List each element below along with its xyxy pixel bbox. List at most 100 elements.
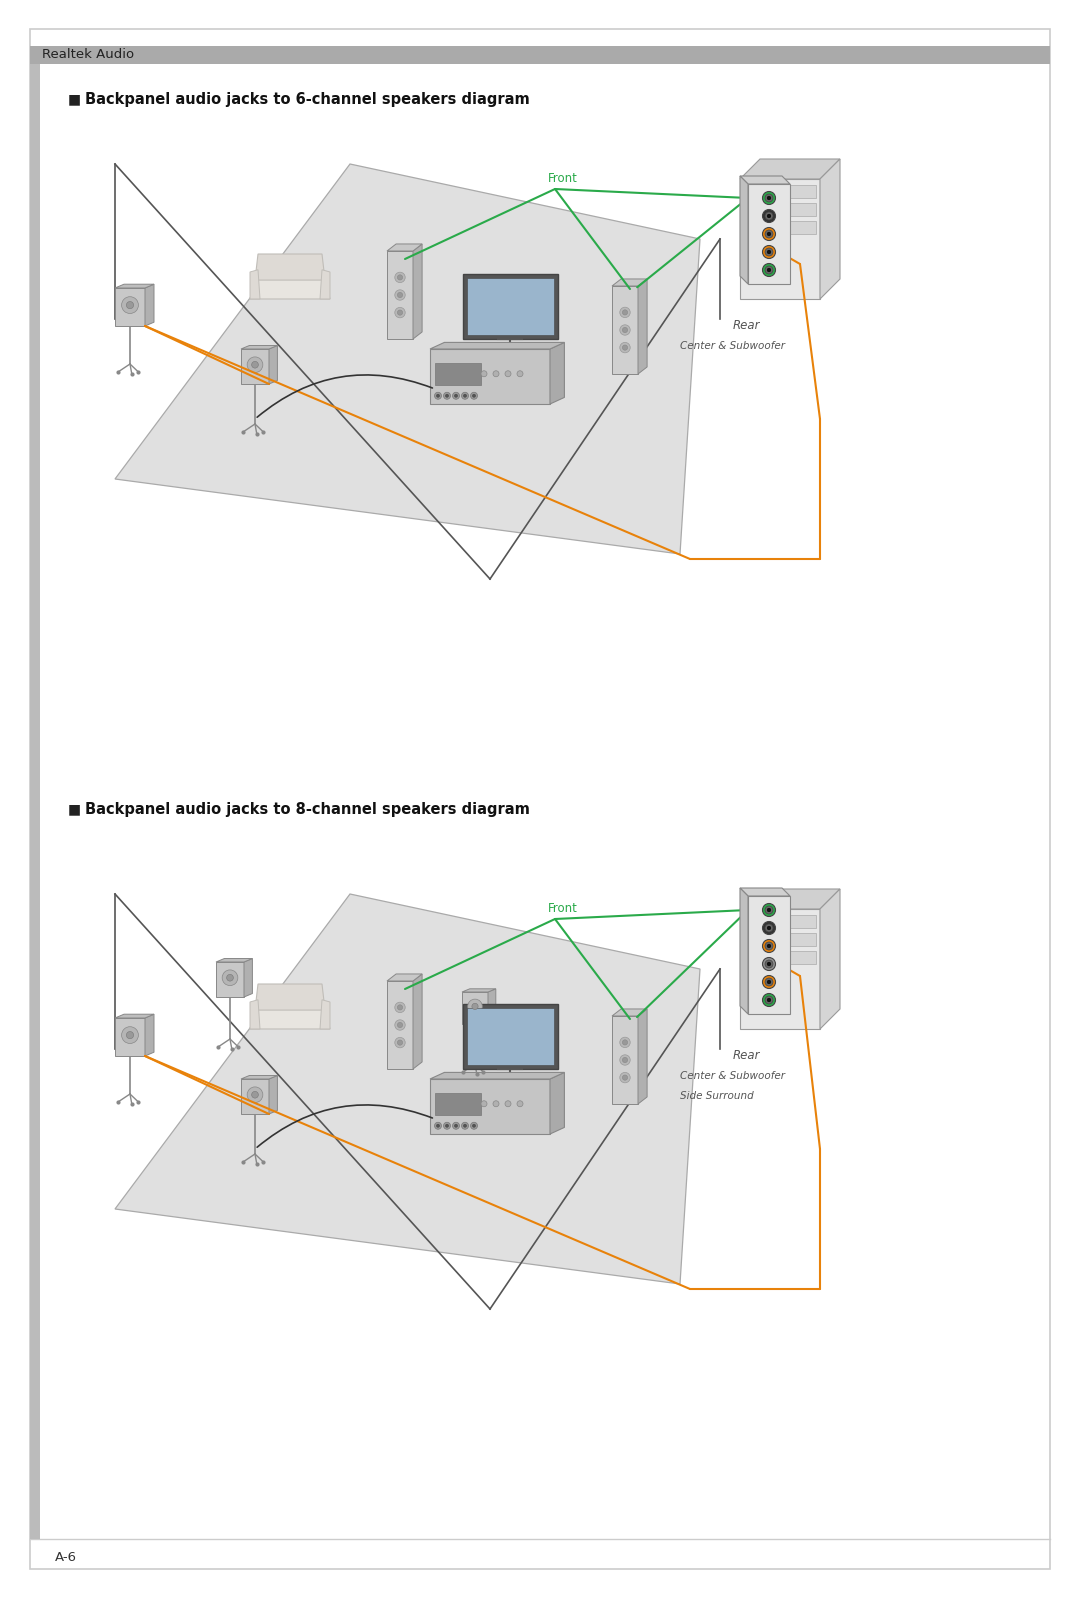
- Circle shape: [765, 194, 773, 202]
- Circle shape: [517, 371, 523, 377]
- Circle shape: [765, 978, 773, 986]
- Polygon shape: [740, 159, 840, 180]
- Circle shape: [622, 1075, 627, 1080]
- Polygon shape: [114, 894, 700, 1284]
- Polygon shape: [462, 1004, 557, 1069]
- FancyBboxPatch shape: [744, 915, 815, 928]
- Polygon shape: [740, 889, 840, 908]
- Polygon shape: [612, 278, 647, 287]
- Circle shape: [492, 1101, 499, 1107]
- Circle shape: [492, 371, 499, 377]
- Text: Front: Front: [548, 172, 578, 185]
- FancyBboxPatch shape: [744, 950, 815, 963]
- Circle shape: [620, 325, 631, 335]
- Circle shape: [767, 214, 771, 219]
- Polygon shape: [748, 185, 789, 283]
- Circle shape: [252, 361, 258, 368]
- FancyBboxPatch shape: [744, 220, 815, 233]
- Polygon shape: [216, 962, 244, 997]
- Polygon shape: [269, 345, 278, 384]
- Polygon shape: [740, 908, 820, 1030]
- Polygon shape: [320, 1001, 330, 1030]
- Circle shape: [620, 1038, 631, 1047]
- Circle shape: [397, 1005, 403, 1010]
- Polygon shape: [244, 958, 253, 997]
- Circle shape: [122, 1026, 138, 1044]
- Polygon shape: [748, 895, 789, 1013]
- Circle shape: [762, 209, 775, 222]
- FancyBboxPatch shape: [30, 45, 1050, 65]
- Circle shape: [222, 970, 238, 986]
- Circle shape: [471, 1122, 477, 1128]
- Polygon shape: [114, 1018, 145, 1056]
- Polygon shape: [820, 889, 840, 1030]
- FancyBboxPatch shape: [744, 202, 815, 215]
- Polygon shape: [249, 270, 260, 300]
- Text: A-6: A-6: [55, 1551, 77, 1564]
- Circle shape: [395, 272, 405, 283]
- Polygon shape: [488, 989, 496, 1023]
- Polygon shape: [462, 274, 557, 338]
- Polygon shape: [249, 1009, 330, 1030]
- Polygon shape: [462, 992, 488, 1023]
- Text: Rear: Rear: [733, 1049, 760, 1062]
- Circle shape: [397, 1039, 403, 1046]
- Polygon shape: [550, 1072, 565, 1133]
- Circle shape: [762, 957, 775, 970]
- Text: Center & Subwoofer: Center & Subwoofer: [680, 1072, 785, 1081]
- Polygon shape: [145, 1013, 154, 1056]
- Circle shape: [463, 395, 467, 397]
- Circle shape: [444, 392, 450, 400]
- Circle shape: [126, 301, 134, 309]
- Polygon shape: [467, 1009, 554, 1065]
- Text: ■: ■: [68, 92, 81, 105]
- Polygon shape: [249, 278, 330, 300]
- Circle shape: [622, 345, 627, 350]
- Circle shape: [505, 371, 511, 377]
- Circle shape: [765, 230, 773, 238]
- Text: Backpanel audio jacks to 6-channel speakers diagram: Backpanel audio jacks to 6-channel speak…: [85, 92, 530, 107]
- Circle shape: [767, 908, 771, 911]
- Polygon shape: [638, 1009, 647, 1104]
- Polygon shape: [430, 1072, 565, 1078]
- Text: Front: Front: [548, 902, 578, 915]
- Polygon shape: [241, 345, 278, 350]
- FancyBboxPatch shape: [434, 1093, 481, 1115]
- Circle shape: [227, 975, 233, 981]
- Polygon shape: [740, 176, 748, 283]
- Circle shape: [453, 1122, 459, 1128]
- Circle shape: [252, 1091, 258, 1098]
- Polygon shape: [467, 278, 554, 335]
- Circle shape: [767, 196, 771, 199]
- Polygon shape: [216, 958, 253, 962]
- Circle shape: [620, 342, 631, 353]
- Circle shape: [767, 999, 771, 1002]
- Polygon shape: [387, 981, 413, 1069]
- Polygon shape: [255, 984, 325, 1010]
- Circle shape: [395, 1038, 405, 1047]
- Polygon shape: [430, 1078, 550, 1133]
- Circle shape: [434, 392, 442, 400]
- Circle shape: [455, 395, 458, 397]
- Circle shape: [767, 979, 771, 984]
- Polygon shape: [241, 350, 269, 384]
- Polygon shape: [114, 164, 700, 554]
- Circle shape: [767, 269, 771, 272]
- Circle shape: [463, 1124, 467, 1127]
- Text: Side Surround: Side Surround: [680, 1091, 754, 1101]
- Circle shape: [397, 309, 403, 316]
- Circle shape: [767, 944, 771, 947]
- Polygon shape: [740, 180, 820, 300]
- Text: Center & Subwoofer: Center & Subwoofer: [680, 342, 785, 351]
- Circle shape: [505, 1101, 511, 1107]
- FancyBboxPatch shape: [30, 29, 1050, 1569]
- Circle shape: [765, 248, 773, 256]
- Circle shape: [762, 246, 775, 259]
- FancyBboxPatch shape: [744, 185, 815, 198]
- Circle shape: [397, 1023, 403, 1028]
- Circle shape: [765, 942, 773, 950]
- Circle shape: [446, 395, 448, 397]
- Circle shape: [444, 1122, 450, 1128]
- Polygon shape: [387, 244, 422, 251]
- Circle shape: [436, 1124, 440, 1127]
